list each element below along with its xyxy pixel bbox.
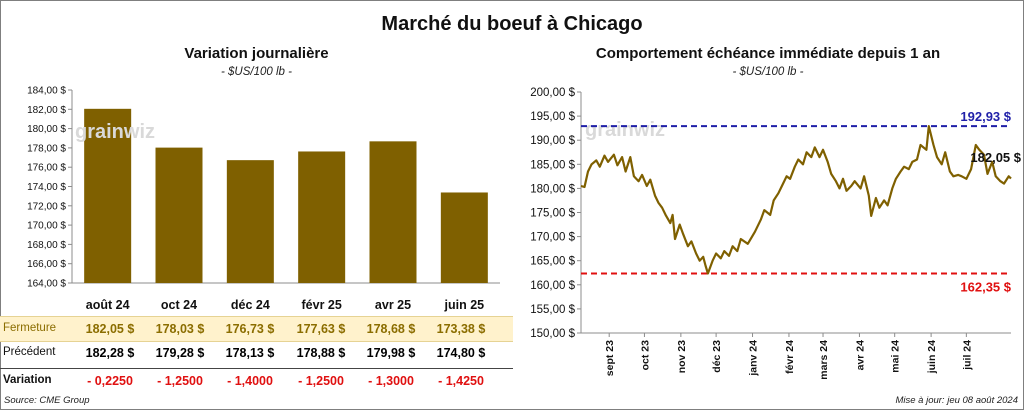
previous-cell: 179,28 $ bbox=[155, 346, 205, 360]
y-tick-label: 190,00 $ bbox=[530, 135, 575, 147]
y-tick-label: 195,00 $ bbox=[530, 111, 575, 123]
y-tick-label: 185,00 $ bbox=[530, 159, 575, 171]
watermark: grainwiz bbox=[585, 119, 665, 141]
y-tick-label: 165,00 $ bbox=[530, 256, 575, 268]
variation-cell: - 1,2500 bbox=[157, 374, 203, 388]
table-row-close: Fermeture 182,05 $ 178,03 $ 176,73 $ 177… bbox=[0, 316, 513, 342]
y-tick-label: 180,00 $ bbox=[27, 124, 66, 135]
variation-cell: - 1,2500 bbox=[298, 374, 344, 388]
bar bbox=[226, 160, 274, 283]
right-chart-title: Comportement échéance immédiate depuis 1… bbox=[595, 45, 941, 62]
table-row-variation: Variation - 0,2250 - 1,2500 - 1,4000 - 1… bbox=[0, 368, 513, 393]
y-tick-label: 178,00 $ bbox=[27, 143, 66, 154]
high-value-label: 192,93 $ bbox=[960, 109, 1011, 124]
update-note: Mise à jour: jeu 08 août 2024 bbox=[895, 395, 1018, 406]
x-tick-label: nov 23 bbox=[676, 340, 688, 373]
left-chart-unit: - $US/100 lb - bbox=[221, 66, 292, 78]
previous-cell: 178,13 $ bbox=[225, 346, 275, 360]
x-tick-label: avr 24 bbox=[854, 340, 866, 371]
y-tick-label: 182,00 $ bbox=[27, 105, 66, 116]
x-tick-label: févr 25 bbox=[302, 298, 342, 312]
x-tick-label: avr 25 bbox=[375, 298, 411, 312]
previous-cell: 182,28 $ bbox=[85, 346, 135, 360]
line-chart: 150,00 $ 155,00 $ 160,00 $ 165,00 $ 170,00 $… bbox=[530, 87, 1022, 380]
source-note: Source: CME Group bbox=[4, 395, 90, 406]
x-tick-label: janv 24 bbox=[748, 340, 760, 377]
bar bbox=[369, 141, 417, 283]
low-value-label: 162,35 $ bbox=[960, 279, 1011, 294]
y-tick-label: 180,00 $ bbox=[530, 183, 575, 195]
variation-cell: - 1,4250 bbox=[438, 374, 484, 388]
previous-cell: 174,80 $ bbox=[436, 346, 486, 360]
x-tick-label: sept 23 bbox=[604, 340, 616, 376]
y-tick-label: 150,00 $ bbox=[530, 328, 575, 340]
x-tick-label: déc 23 bbox=[711, 340, 723, 373]
y-tick-label: 166,00 $ bbox=[27, 259, 66, 270]
bar bbox=[440, 192, 488, 283]
x-tick-label: juin 24 bbox=[926, 340, 938, 374]
x-tick-label: oct 23 bbox=[639, 340, 651, 371]
close-cell: 178,68 $ bbox=[366, 322, 416, 336]
y-tick-label: 176,00 $ bbox=[27, 163, 66, 174]
y-tick-label: 155,00 $ bbox=[530, 304, 575, 316]
y-tick-label: 160,00 $ bbox=[530, 280, 575, 292]
x-tick-label: août 24 bbox=[86, 298, 130, 312]
y-tick-label: 174,00 $ bbox=[27, 182, 66, 193]
price-series-line bbox=[580, 125, 1012, 275]
variation-row-label: Variation bbox=[3, 374, 52, 386]
y-tick-label: 170,00 $ bbox=[27, 221, 66, 232]
bar-chart: 164,00 $ 166,00 $ 168,00 $ 170,00 $ 172,00 $… bbox=[27, 86, 500, 312]
watermark: grainwiz bbox=[75, 121, 155, 143]
bar bbox=[84, 108, 132, 283]
y-tick-label: 168,00 $ bbox=[27, 240, 66, 251]
y-tick-label: 200,00 $ bbox=[530, 87, 575, 99]
x-tick-label: déc 24 bbox=[231, 298, 270, 312]
x-tick-label: oct 24 bbox=[161, 298, 197, 312]
close-cell: 177,63 $ bbox=[296, 322, 346, 336]
left-chart-title: Variation journalière bbox=[184, 45, 329, 62]
y-tick-label: 172,00 $ bbox=[27, 201, 66, 212]
table-row-previous: Précédent 182,28 $ 179,28 $ 178,13 $ 178… bbox=[0, 341, 513, 365]
variation-cell: - 1,3000 bbox=[368, 374, 414, 388]
close-row-label: Fermeture bbox=[3, 322, 57, 334]
variation-cell: - 0,2250 bbox=[87, 374, 133, 388]
y-tick-label: 184,00 $ bbox=[27, 86, 66, 97]
x-tick-label: mai 24 bbox=[890, 340, 902, 373]
close-cell: 182,05 $ bbox=[85, 322, 135, 336]
close-cell: 176,73 $ bbox=[225, 322, 275, 336]
close-cell: 173,38 $ bbox=[436, 322, 486, 336]
previous-row-label: Précédent bbox=[3, 346, 56, 358]
bar bbox=[298, 151, 346, 283]
y-tick-label: 175,00 $ bbox=[530, 208, 575, 220]
y-tick-label: 164,00 $ bbox=[27, 279, 66, 290]
close-cell: 178,03 $ bbox=[155, 322, 205, 336]
previous-cell: 179,98 $ bbox=[366, 346, 416, 360]
x-tick-label: mars 24 bbox=[818, 340, 830, 380]
x-tick-label: juil 24 bbox=[961, 340, 973, 371]
bar bbox=[155, 147, 203, 283]
y-tick-label: 170,00 $ bbox=[530, 232, 575, 244]
previous-cell: 178,88 $ bbox=[296, 346, 346, 360]
x-tick-label: févr 24 bbox=[784, 340, 796, 374]
page-title: Marché du boeuf à Chicago bbox=[381, 13, 643, 35]
last-value-label: 182,05 $ bbox=[970, 150, 1021, 165]
variation-cell: - 1,4000 bbox=[227, 374, 273, 388]
x-tick-label: juin 25 bbox=[444, 298, 485, 312]
right-chart-unit: - $US/100 lb - bbox=[732, 66, 804, 78]
